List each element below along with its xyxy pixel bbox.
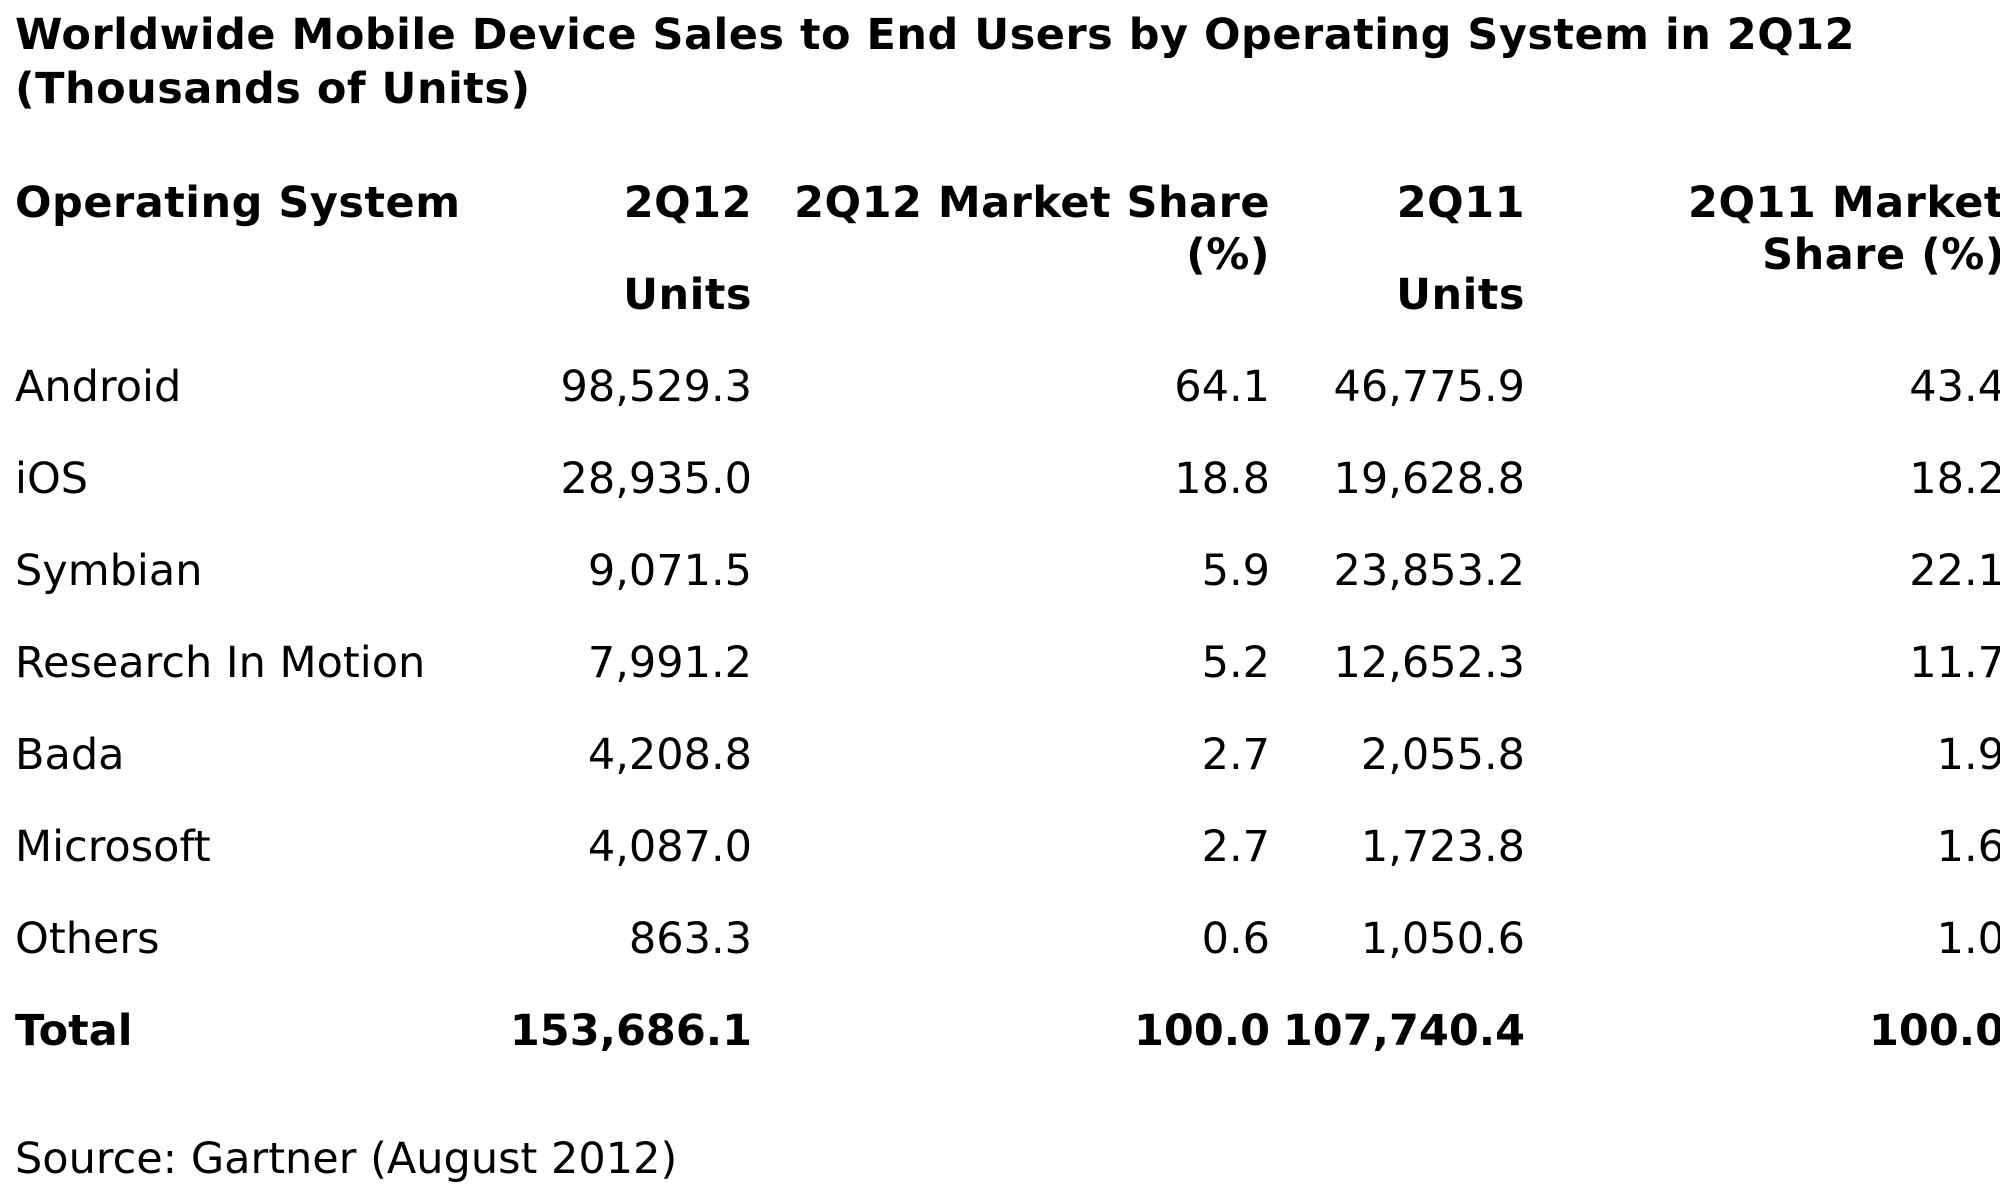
header-operating-system: Operating System: [15, 178, 461, 228]
row-android-2q11-share: 43.4: [1909, 362, 2000, 412]
header-2q12-share-line-1: 2Q12 Market Share: [794, 178, 1270, 228]
header-2q11-share-line-2: Share (%): [1762, 230, 2000, 280]
row-symbian-2q11-share: 22.1: [1909, 546, 2000, 596]
row-symbian-2q11-units: 23,853.2: [1333, 546, 1525, 596]
row-total-2q12-units: 153,686.1: [509, 1006, 752, 1056]
row-ios-2q11-units: 19,628.8: [1333, 454, 1525, 504]
row-rim-os: Research In Motion: [15, 638, 426, 688]
row-bada-os: Bada: [15, 730, 125, 780]
row-rim-2q12-units: 7,991.2: [587, 638, 752, 688]
row-total-2q11-units: 107,740.4: [1282, 1006, 1525, 1056]
row-others-2q12-share: 0.6: [1201, 914, 1270, 964]
row-symbian-os: Symbian: [15, 546, 203, 596]
row-rim-2q12-share: 5.2: [1201, 638, 1270, 688]
row-microsoft-os: Microsoft: [15, 822, 211, 872]
source-note: Source: Gartner (August 2012): [15, 1134, 678, 1184]
row-rim-2q11-units: 12,652.3: [1333, 638, 1525, 688]
row-total-2q11-share: 100.0: [1868, 1006, 2000, 1056]
chart-title-line-1: Worldwide Mobile Device Sales to End Use…: [15, 10, 1856, 60]
row-symbian-2q12-units: 9,071.5: [587, 546, 752, 596]
header-2q12-units-line-2: Units: [623, 270, 752, 320]
row-total-2q12-share: 100.0: [1133, 1006, 1270, 1056]
row-android-2q12-share: 64.1: [1174, 362, 1270, 412]
row-microsoft-2q11-units: 1,723.8: [1360, 822, 1525, 872]
header-2q11-units-line-1: 2Q11: [1396, 178, 1525, 228]
header-2q12-units-line-1: 2Q12: [623, 178, 752, 228]
row-microsoft-2q12-share: 2.7: [1201, 822, 1270, 872]
row-ios-2q12-share: 18.8: [1174, 454, 1270, 504]
row-others-2q11-units: 1,050.6: [1360, 914, 1525, 964]
row-ios-2q11-share: 18.2: [1909, 454, 2000, 504]
row-bada-2q11-share: 1.9: [1936, 730, 2000, 780]
row-bada-2q12-units: 4,208.8: [587, 730, 752, 780]
row-ios-os: iOS: [15, 454, 89, 504]
chart-title-line-2: (Thousands of Units): [15, 64, 531, 114]
row-microsoft-2q11-share: 1.6: [1936, 822, 2000, 872]
header-2q11-share-line-1: 2Q11 Market: [1688, 178, 2000, 228]
row-bada-2q12-share: 2.7: [1201, 730, 1270, 780]
row-others-os: Others: [15, 914, 160, 964]
row-ios-2q12-units: 28,935.0: [560, 454, 752, 504]
row-android-os: Android: [15, 362, 182, 412]
header-2q12-share-line-2: (%): [1186, 230, 1270, 280]
row-microsoft-2q12-units: 4,087.0: [587, 822, 752, 872]
row-bada-2q11-units: 2,055.8: [1360, 730, 1525, 780]
header-2q11-units-line-2: Units: [1396, 270, 1525, 320]
row-symbian-2q12-share: 5.9: [1201, 546, 1270, 596]
row-others-2q11-share: 1.0: [1936, 914, 2000, 964]
chart-title: Worldwide Mobile Device Sales to End Use…: [15, 8, 1985, 116]
row-android-2q12-units: 98,529.3: [560, 362, 752, 412]
sales-table: Operating System 2Q12 Units 2Q12 Market …: [15, 0, 2000, 1178]
row-others-2q12-units: 863.3: [628, 914, 752, 964]
row-android-2q11-units: 46,775.9: [1333, 362, 1525, 412]
row-total-label: Total: [15, 1006, 133, 1056]
row-rim-2q11-share: 11.7: [1909, 638, 2000, 688]
